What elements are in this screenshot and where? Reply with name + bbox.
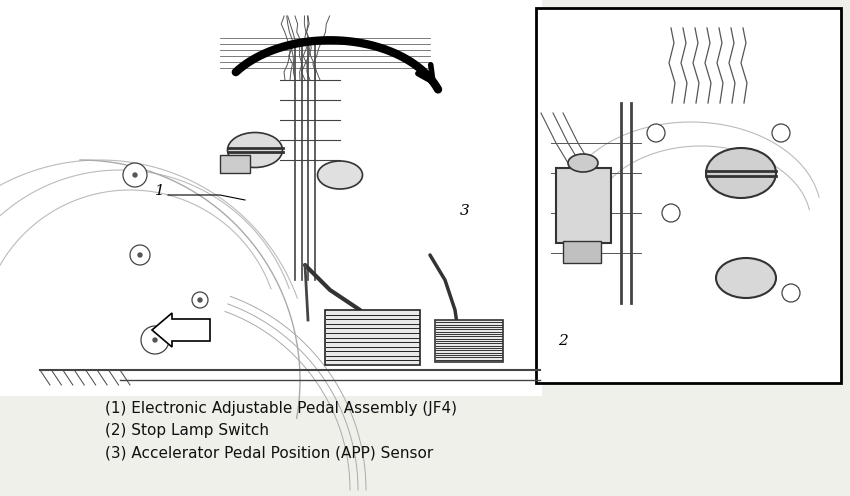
Bar <box>435 320 503 362</box>
Circle shape <box>133 173 137 177</box>
Circle shape <box>130 245 150 265</box>
Bar <box>220 155 250 173</box>
Ellipse shape <box>568 154 598 172</box>
Text: 2: 2 <box>558 334 568 348</box>
Text: (1) Electronic Adjustable Pedal Assembly (JF4): (1) Electronic Adjustable Pedal Assembly… <box>105 401 457 416</box>
Text: 3: 3 <box>460 204 470 218</box>
Circle shape <box>153 338 157 342</box>
Bar <box>556 168 611 243</box>
Ellipse shape <box>706 148 776 198</box>
Circle shape <box>198 298 202 302</box>
Text: 1: 1 <box>155 184 165 198</box>
FancyArrow shape <box>152 313 210 347</box>
Ellipse shape <box>228 132 282 168</box>
Circle shape <box>192 292 208 308</box>
Circle shape <box>772 124 790 142</box>
Bar <box>536 8 841 383</box>
Circle shape <box>138 253 142 257</box>
Circle shape <box>647 124 665 142</box>
Bar <box>563 241 601 263</box>
Circle shape <box>782 284 800 302</box>
Ellipse shape <box>318 161 362 189</box>
Circle shape <box>141 326 169 354</box>
Text: (2) Stop Lamp Switch: (2) Stop Lamp Switch <box>105 423 269 438</box>
Ellipse shape <box>716 258 776 298</box>
Bar <box>325 310 420 365</box>
Text: (3) Accelerator Pedal Position (APP) Sensor: (3) Accelerator Pedal Position (APP) Sen… <box>105 445 434 460</box>
Circle shape <box>662 204 680 222</box>
Bar <box>0 0 542 396</box>
Circle shape <box>123 163 147 187</box>
